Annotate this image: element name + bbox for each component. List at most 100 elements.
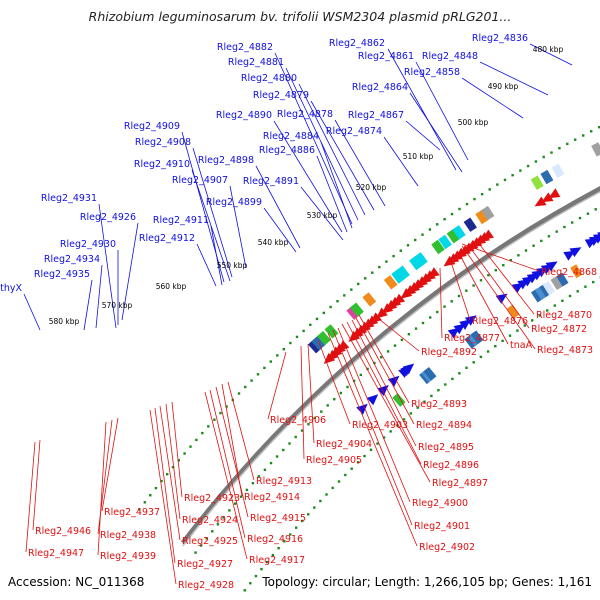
forward-gene-label-19: Rleg2_4907 (172, 175, 228, 186)
ring-dot-1 (451, 377, 454, 381)
forward-gene-label-5: Rleg2_4864 (352, 82, 408, 93)
forward-leader-13 (320, 141, 353, 229)
reverse-gene-label-9: Rleg2_4894 (416, 420, 472, 431)
ring-dot-2 (428, 228, 432, 231)
reverse-leader-33 (32, 439, 41, 531)
cog-block-38 (481, 205, 495, 221)
ring-dot-0 (352, 379, 356, 383)
ring-dot-0 (275, 455, 279, 458)
ring-dot-0 (407, 333, 411, 336)
forward-gene-arrow-1 (366, 394, 379, 406)
ring-dot-0 (222, 516, 225, 519)
cog-block-31 (414, 252, 428, 267)
ring-dot-1 (416, 406, 419, 409)
reverse-leader-0 (461, 243, 540, 272)
forward-gene-label-22: Rleg2_4910 (134, 159, 190, 170)
ring-dot-1 (369, 448, 373, 451)
ring-dot-0 (578, 216, 582, 220)
ring-dot-1 (249, 582, 252, 585)
forward-gene-label-28: Rleg2_4934 (44, 254, 100, 265)
ring-dot-1 (350, 467, 353, 470)
ring-dot-1 (337, 480, 341, 483)
ring-dot-2 (496, 183, 499, 186)
ring-dot-2 (378, 265, 381, 269)
ring-dot-2 (143, 501, 146, 504)
ring-dot-2 (195, 438, 198, 442)
ring-dot-2 (414, 238, 417, 242)
reverse-leader-11 (346, 321, 422, 465)
ring-dot-2 (443, 218, 446, 221)
forward-gene-arrow-21 (569, 247, 582, 258)
ring-dot-0 (245, 488, 249, 492)
ring-dot-1 (243, 589, 246, 592)
forward-gene-arrow-10 (464, 315, 477, 326)
tick-label-0: 480 kbp (533, 45, 564, 54)
ring-dot-1 (465, 366, 468, 369)
reverse-gene-label-18: Rleg2_4905 (306, 455, 362, 466)
ring-dot-0 (326, 404, 329, 407)
ring-dot-1 (301, 519, 304, 523)
forward-leader-2 (461, 77, 524, 119)
reverse-leader-24 (204, 391, 248, 560)
cog-block-20 (308, 339, 322, 354)
ring-dot-0 (366, 367, 369, 371)
forward-gene-label-7: Rleg2_4874 (326, 126, 382, 137)
ring-dot-1 (363, 454, 366, 458)
ring-dot-0 (211, 530, 214, 533)
dotted-rings (138, 126, 600, 592)
forward-gene-arrow-24 (593, 234, 600, 244)
ring-dot-1 (319, 499, 322, 503)
cog-block-6 (470, 330, 484, 345)
reverse-gene-arrow-66 (534, 196, 547, 207)
cog-block-12 (550, 276, 563, 291)
ring-dot-1 (331, 486, 334, 490)
reverse-leader-22 (215, 386, 249, 518)
ring-dot-1 (501, 339, 504, 343)
label-leader-lines (23, 43, 573, 585)
reverse-gene-label-15: Rleg2_4902 (419, 542, 475, 553)
forward-leader-28 (95, 264, 103, 329)
reverse-gene-label-25: Rleg2_4923 (184, 493, 240, 504)
ring-dot-2 (201, 431, 204, 435)
reverse-gene-label-12: Rleg2_4897 (432, 478, 488, 489)
cog-block-11 (542, 281, 555, 296)
ring-dot-2 (237, 392, 241, 395)
ring-dot-1 (553, 304, 556, 307)
reverse-gene-arrow-68 (548, 188, 561, 199)
cog-block-40 (540, 169, 554, 185)
ring-dot-0 (436, 310, 439, 314)
tick-label-10: 580 kbp (49, 317, 80, 326)
forward-leader-24 (196, 243, 217, 287)
backbone-shadow (182, 190, 600, 547)
cog-block-8 (530, 288, 544, 303)
ring-dot-0 (479, 279, 483, 282)
forward-gene-arrow-19 (545, 261, 558, 272)
forward-leader-25 (121, 222, 139, 321)
tick-label-4: 520 kbp (356, 183, 387, 192)
reverse-gene-label-31: Rleg2_4938 (100, 530, 156, 541)
forward-leader-20 (192, 147, 233, 278)
ring-dot-2 (357, 282, 360, 286)
ring-dot-0 (524, 249, 528, 252)
reverse-leader-16 (317, 339, 351, 425)
forward-gene-label-4: Rleg2_4862 (329, 38, 385, 49)
reverse-gene-label-5: Rleg2_4876 (472, 316, 528, 327)
reverse-gene-label-19: Rleg2_4906 (270, 415, 326, 426)
forward-gene-label-21: Rleg2_4909 (124, 121, 180, 132)
tick-label-2: 500 kbp (458, 118, 489, 127)
ring-dot-1 (266, 560, 269, 564)
ring-dot-1 (376, 442, 379, 445)
reverse-leader-20 (227, 381, 255, 481)
ring-dot-1 (313, 506, 316, 509)
ring-dot-1 (584, 285, 587, 288)
ring-dot-1 (479, 355, 483, 359)
ring-dot-0 (586, 212, 590, 215)
cog-block-14 (570, 264, 583, 279)
ring-dot-2 (244, 385, 247, 389)
ring-dot-2 (225, 405, 228, 408)
ring-dot-2 (480, 193, 484, 196)
reverse-leader-17 (307, 343, 315, 444)
ring-dot-2 (473, 197, 476, 201)
ring-dot-0 (199, 544, 203, 547)
cog-block-13 (556, 272, 569, 287)
